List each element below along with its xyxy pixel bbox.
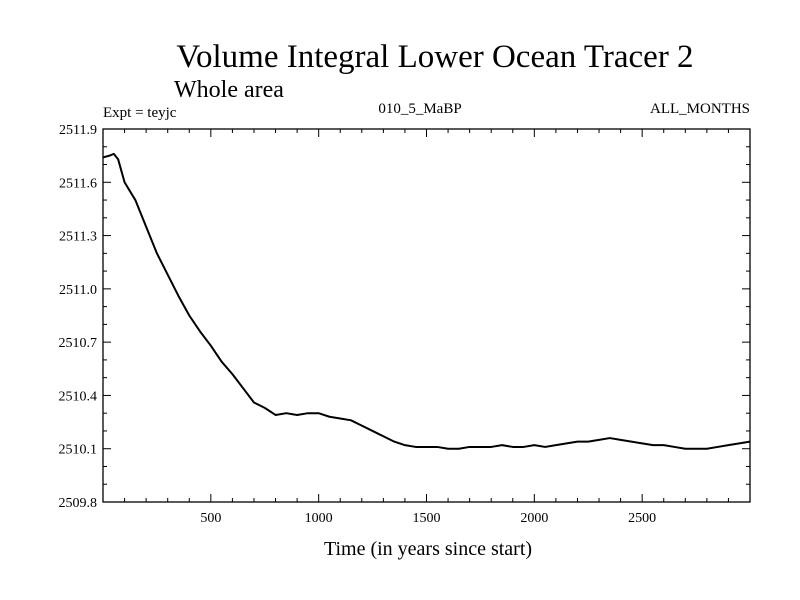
y-tick-label: 2509.8 (59, 496, 98, 511)
x-tick-label: 2500 (628, 511, 656, 526)
y-tick-label: 2511.9 (59, 123, 97, 138)
y-tick-label: 2511.0 (59, 283, 97, 298)
chart-title: Volume Integral Lower Ocean Tracer 2 (176, 39, 693, 75)
x-tick-label: 500 (200, 511, 221, 526)
right-label: ALL_MONTHS (650, 101, 750, 117)
x-tick-label: 1500 (413, 511, 441, 526)
y-tick-label: 2511.6 (59, 176, 97, 191)
y-tick-label: 2510.1 (59, 443, 98, 458)
ticks-layer (103, 128, 750, 503)
y-tick-labels: 2509.8 2510.1 2510.4 2510.7 2511.0 2511.3 2511… (59, 123, 98, 511)
x-axis-label: Time (in years since start) (324, 538, 532, 560)
chart-subtitle: Whole area (174, 77, 284, 103)
expt-label: Expt = teyjc (103, 105, 177, 121)
center-label: 010_5_MaBP (378, 101, 461, 117)
x-tick-label: 2000 (520, 511, 548, 526)
y-tick-label: 2510.7 (59, 336, 98, 351)
x-tick-labels: 500 1000 1500 2000 2500 (200, 511, 656, 526)
y-tick-label: 2510.4 (59, 389, 98, 404)
series-line (102, 152, 751, 450)
y-tick-label: 2511.3 (59, 230, 97, 245)
x-tick-label: 1000 (305, 511, 333, 526)
